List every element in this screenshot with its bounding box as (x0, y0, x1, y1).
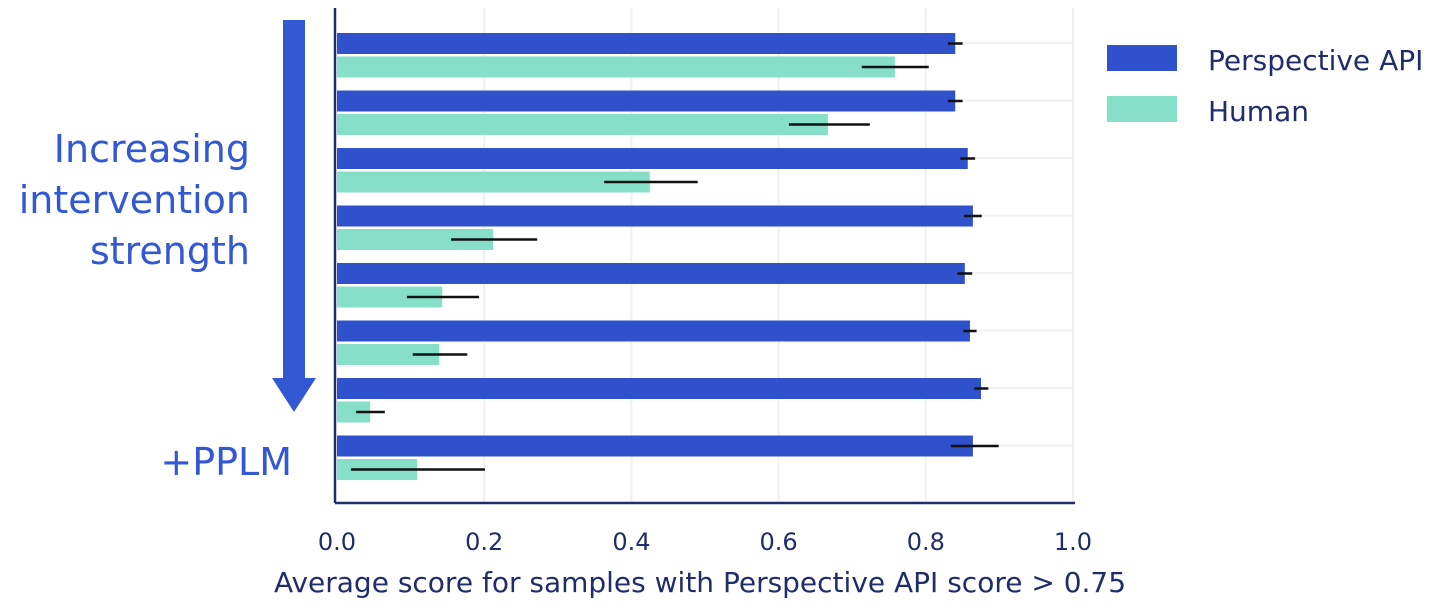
arrow-down-icon (272, 378, 316, 412)
bar-human-1 (337, 56, 895, 78)
x-tick-label: 0.6 (760, 528, 798, 556)
annotation-line-3: strength (90, 229, 250, 273)
bar-perspective-2 (337, 90, 956, 112)
bar-perspective-7 (337, 378, 981, 399)
bars (337, 33, 999, 480)
x-tick-label: 0.0 (318, 528, 356, 556)
x-tick-label: 1.0 (1054, 528, 1092, 556)
legend-swatch-perspective (1107, 45, 1177, 71)
category-label-pplm: +PPLM (160, 440, 292, 484)
bar-human-6 (337, 344, 440, 365)
gridlines (337, 8, 1075, 503)
bar-perspective-3 (337, 148, 968, 169)
annotation-line-2: intervention (19, 178, 250, 222)
bar-perspective-8 (337, 435, 973, 457)
x-axis-label: Average score for samples with Perspecti… (274, 566, 1126, 599)
bar-human-2 (337, 114, 828, 135)
x-tick-label: 0.2 (465, 528, 503, 556)
bar-human-3 (337, 171, 650, 193)
bar-perspective-6 (337, 320, 970, 342)
bar-perspective-5 (337, 263, 965, 284)
x-tick-label: 0.4 (612, 528, 650, 556)
legend-label-perspective: Perspective API (1208, 44, 1423, 77)
bar-human-4 (337, 229, 494, 250)
bar-human-7 (337, 401, 371, 423)
arrow-shaft (283, 20, 305, 380)
bar-perspective-1 (337, 33, 956, 54)
x-tick-label: 0.8 (907, 528, 945, 556)
legend-label-human: Human (1208, 95, 1309, 128)
bar-human-5 (337, 286, 443, 308)
bar-perspective-4 (337, 205, 973, 227)
annotation-line-1: Increasing (54, 127, 250, 171)
legend-swatch-human (1107, 96, 1177, 122)
